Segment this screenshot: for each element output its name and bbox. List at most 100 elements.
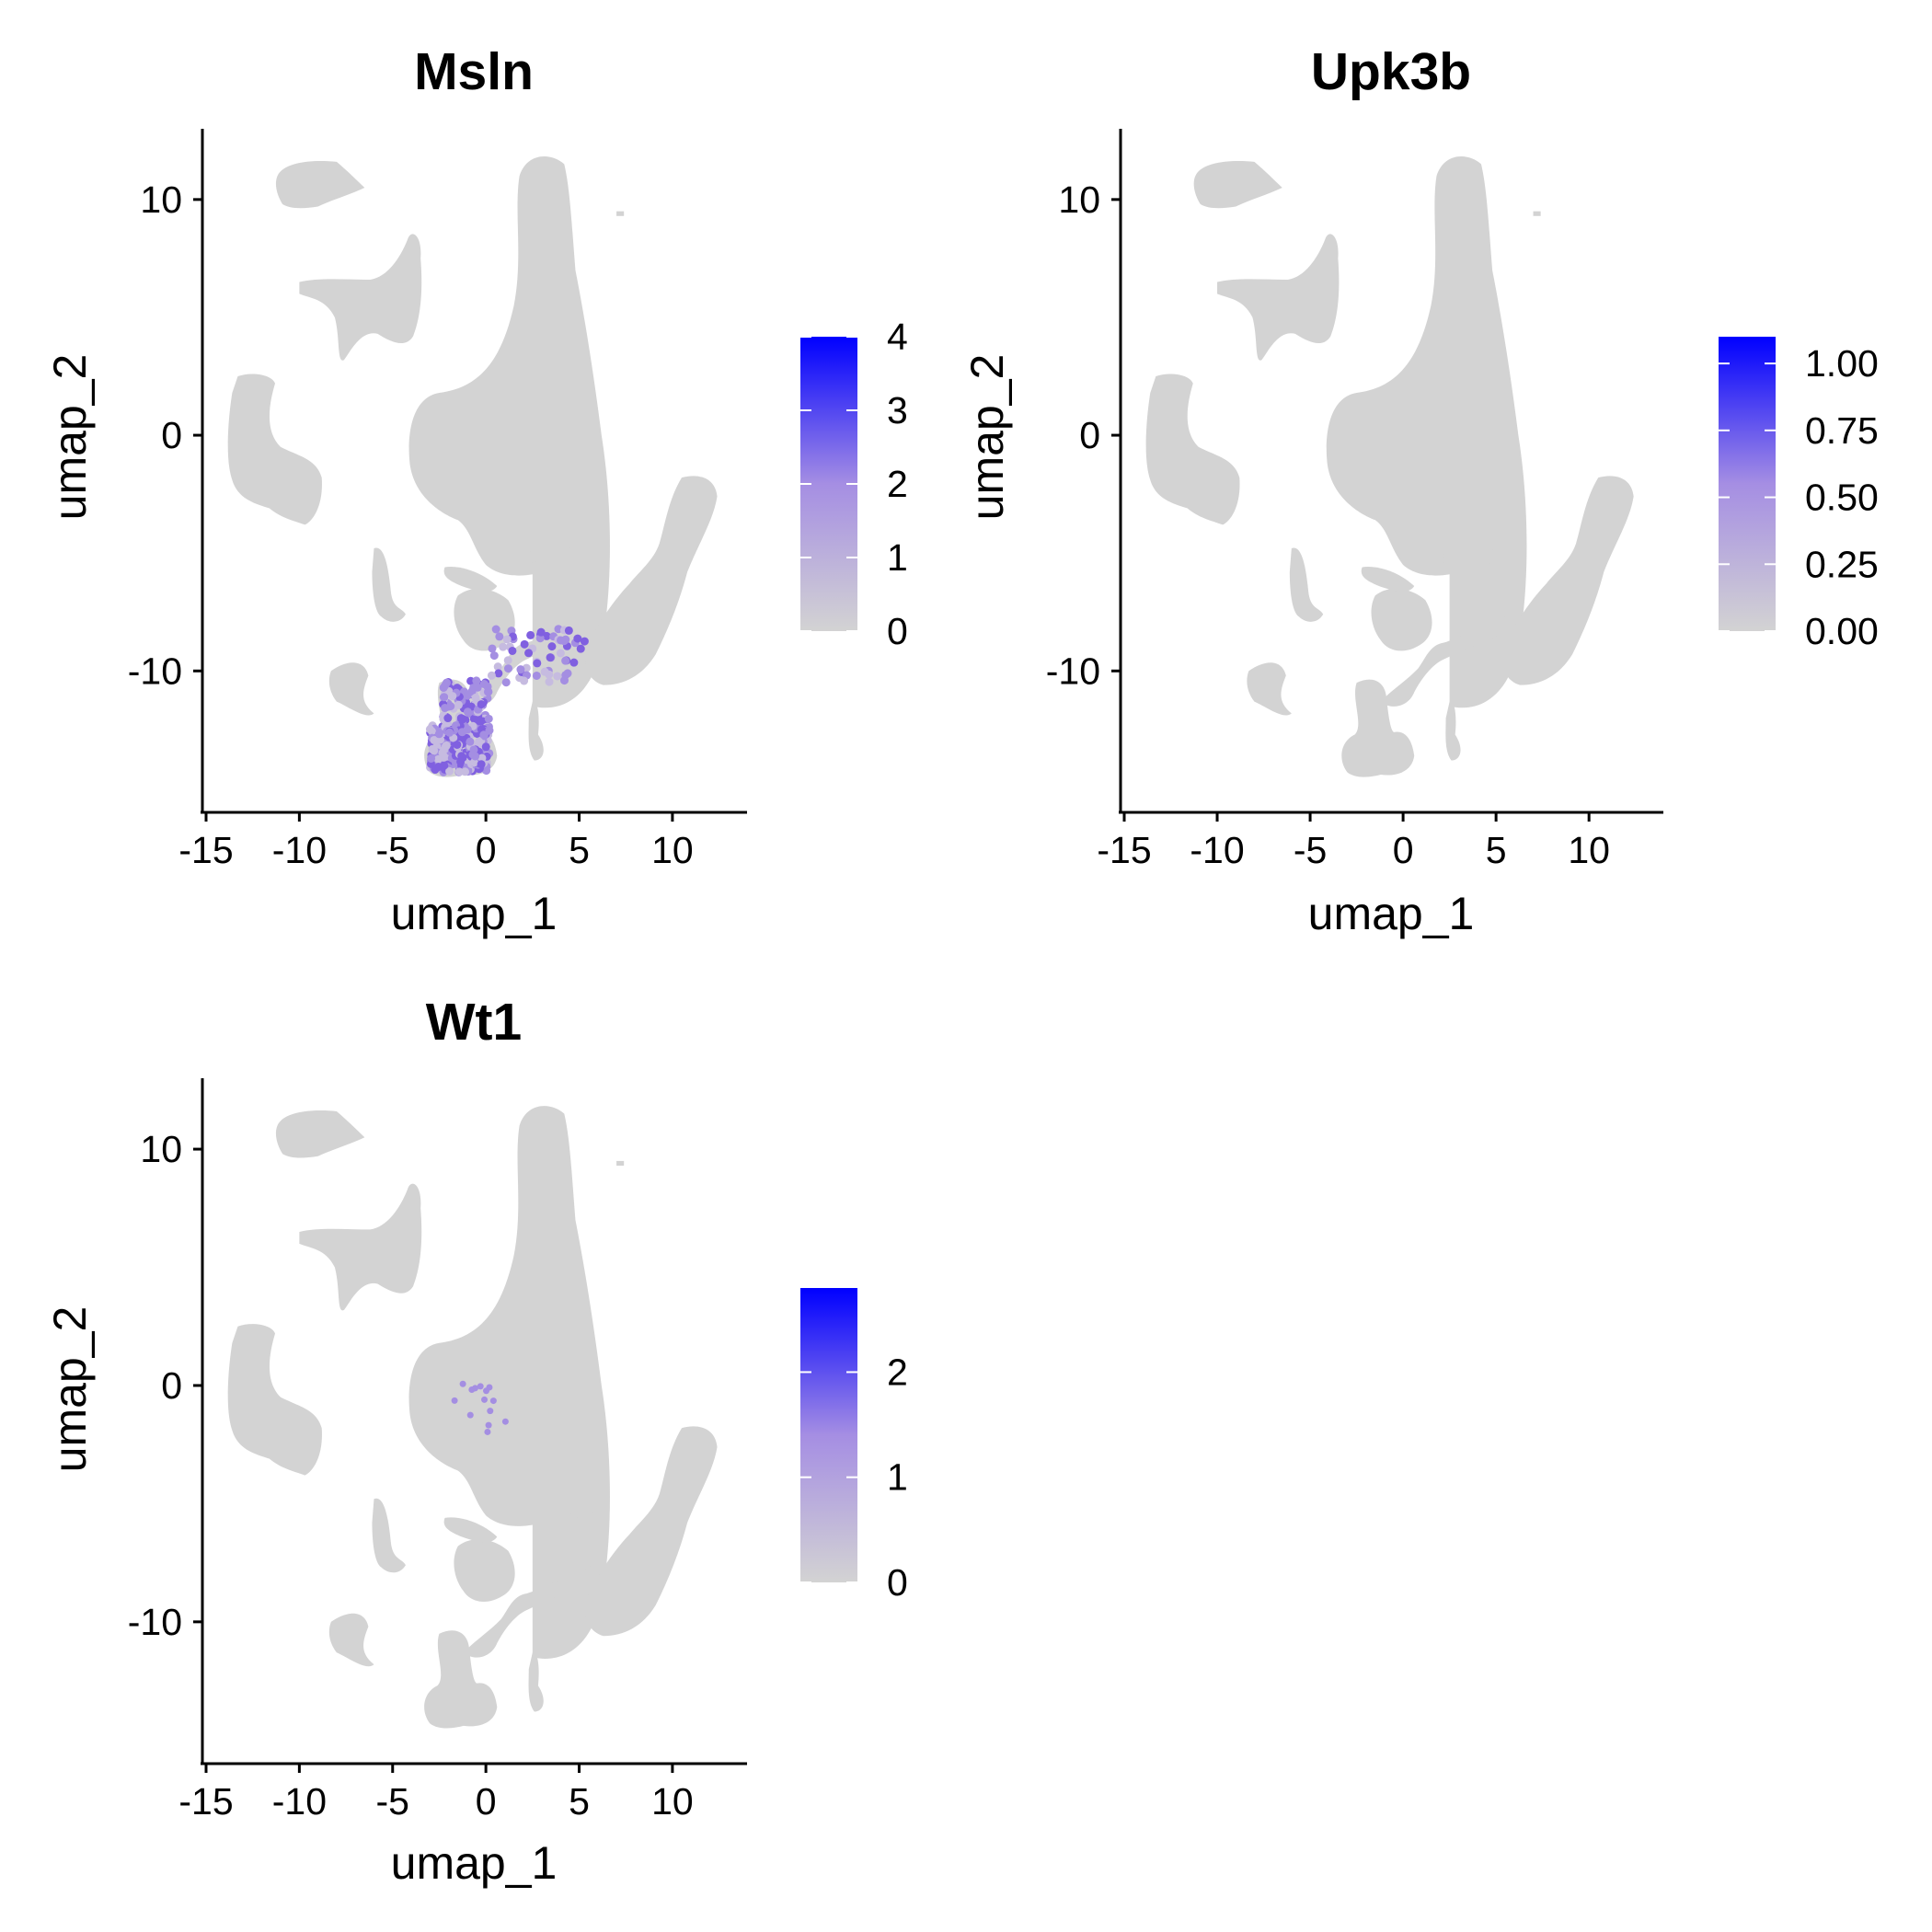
expression-point — [454, 767, 464, 776]
y-axis-label: umap_2 — [44, 354, 96, 521]
expression-point — [433, 754, 443, 764]
legend-tick-label: 3 — [887, 389, 908, 431]
color-bar — [800, 1288, 857, 1582]
expression-point — [445, 766, 454, 776]
expression-point — [561, 656, 570, 665]
expression-point — [487, 1408, 494, 1415]
expression-point — [430, 735, 439, 744]
legend-tick-label: 1 — [887, 536, 908, 579]
expression-point — [479, 680, 489, 689]
expression-point — [494, 669, 503, 678]
expression-point — [466, 1411, 474, 1419]
expression-point — [493, 662, 502, 672]
y-tick-label: 0 — [1079, 414, 1100, 456]
expression-point — [430, 746, 439, 755]
expression-point — [488, 644, 497, 653]
y-tick-label: -10 — [128, 650, 182, 692]
expression-point — [580, 637, 589, 646]
y-axis-label: umap_2 — [44, 1306, 96, 1473]
expression-point — [427, 753, 436, 763]
expression-point — [479, 730, 489, 740]
expression-point — [503, 656, 512, 665]
x-tick-label: -5 — [376, 1780, 409, 1823]
expression-point — [438, 748, 447, 757]
expression-point — [547, 642, 557, 651]
legend-tick-label: 4 — [887, 316, 908, 358]
x-tick-label: -15 — [178, 1780, 233, 1823]
expression-point — [503, 664, 512, 673]
expression-point — [561, 671, 570, 680]
expression-point — [489, 651, 499, 661]
expression-points — [425, 625, 589, 776]
expression-point — [484, 687, 493, 696]
expression-point — [477, 700, 486, 709]
x-tick-label: 5 — [569, 1780, 590, 1823]
expression-point — [501, 678, 511, 687]
x-axis-label: umap_1 — [1308, 888, 1475, 939]
legend-tick-label: 0.50 — [1805, 477, 1879, 519]
expression-point — [443, 714, 453, 723]
x-tick-label: -10 — [272, 1780, 327, 1823]
y-ticks: -10 0 10 — [128, 178, 202, 692]
x-tick-label: -5 — [1294, 829, 1327, 871]
expression-point — [459, 1380, 466, 1387]
expression-point — [434, 730, 443, 739]
legend-tick-label: 0.25 — [1805, 543, 1879, 585]
expression-point — [532, 671, 541, 680]
plot-area — [1145, 156, 1634, 777]
expression-point — [576, 644, 585, 653]
expression-point — [487, 671, 496, 680]
expression-point — [463, 707, 472, 717]
expression-point — [533, 659, 542, 668]
chart-title: Wt1 — [426, 993, 522, 1052]
x-tick-label: -15 — [1097, 829, 1151, 871]
expression-points — [451, 1380, 509, 1435]
color-legend: 0.00 0.25 0.50 0.75 1.00 — [1719, 337, 1879, 652]
expression-point — [553, 672, 562, 681]
expression-point — [520, 676, 529, 685]
x-ticks: -15 -10 -5 0 5 10 — [1097, 812, 1610, 871]
x-tick-label: 5 — [1486, 829, 1507, 871]
expression-point — [442, 741, 451, 750]
expression-point — [486, 1384, 493, 1391]
expression-point — [446, 702, 455, 711]
expression-point — [481, 742, 490, 752]
expression-point — [484, 1428, 491, 1435]
expression-point — [501, 1418, 509, 1425]
expression-point — [545, 670, 554, 679]
color-bar — [1719, 337, 1776, 631]
expression-point — [524, 649, 534, 658]
expression-point — [516, 665, 525, 674]
expression-point — [471, 693, 480, 702]
expression-point — [454, 700, 463, 709]
expression-point — [469, 745, 478, 754]
legend-tick-label: 0 — [887, 610, 908, 652]
expression-point — [573, 634, 582, 643]
y-tick-label: -10 — [1046, 650, 1100, 692]
x-tick-label: 10 — [1568, 829, 1610, 871]
expression-point — [535, 634, 545, 643]
y-tick-label: 0 — [161, 1364, 182, 1407]
legend-tick-label: 1 — [887, 1456, 908, 1499]
expression-point — [440, 693, 449, 702]
expression-point — [485, 1421, 492, 1429]
expression-point — [425, 725, 434, 734]
expression-point — [440, 761, 449, 770]
x-axis-label: umap_1 — [391, 1837, 558, 1889]
expression-point — [472, 676, 481, 685]
x-tick-label: 0 — [476, 1780, 497, 1823]
expression-point — [481, 1396, 489, 1403]
expression-point — [471, 752, 480, 761]
y-axis-label: umap_2 — [961, 354, 1013, 521]
expression-point — [448, 692, 457, 701]
expression-point — [461, 767, 470, 776]
expression-point — [502, 635, 512, 644]
expression-point — [485, 726, 494, 735]
expression-point — [569, 658, 579, 667]
expression-point — [499, 642, 508, 651]
expression-point — [556, 649, 565, 658]
expression-point — [441, 681, 450, 690]
expression-point — [471, 1385, 478, 1392]
expression-point — [477, 1383, 484, 1390]
